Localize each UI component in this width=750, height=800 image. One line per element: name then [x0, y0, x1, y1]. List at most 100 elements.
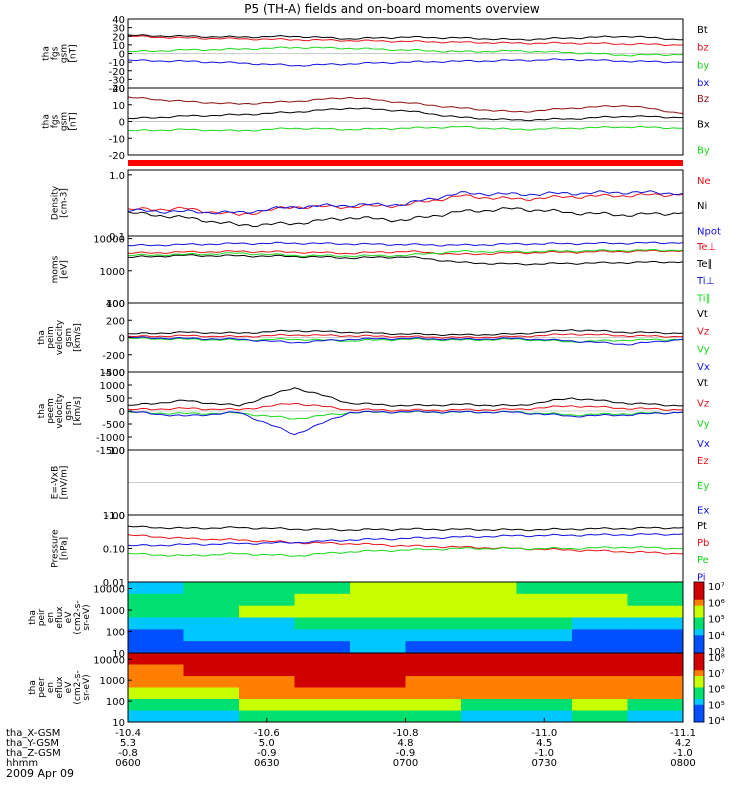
heat-cell: [128, 687, 184, 700]
heat-cell: [350, 582, 406, 595]
colorbar-cell: [694, 664, 704, 671]
series-Vx: [127, 336, 684, 346]
x-tick-label: 0800: [670, 758, 695, 769]
y-axis-label: gsm: [60, 44, 70, 63]
series-Vz: [127, 333, 684, 339]
y-tick-label: 10000: [93, 655, 125, 666]
panel-frame: [127, 169, 684, 237]
heat-cell: [405, 582, 462, 595]
heat-cell: [627, 687, 684, 700]
heat-cell: [350, 687, 406, 700]
y-tick-label: 1000: [100, 381, 125, 392]
panel-peem-v: 1500 1000 500 0 -500 -1000 -1500 tha peem velocit…: [37, 368, 710, 457]
y-tick-label: 10: [112, 718, 125, 729]
heat-cell: [239, 641, 295, 654]
y-axis-label: [nT]: [69, 44, 79, 62]
heat-cell: [516, 641, 573, 654]
colorbar-cell: [694, 699, 704, 706]
legend-bx: bx: [697, 78, 709, 89]
legend-Ni: Ni: [697, 201, 707, 212]
heat-cell: [516, 699, 573, 711]
y-axis-label: eflux: [55, 606, 65, 629]
y-tick-label: -20: [109, 151, 125, 162]
panel-peim-v: 400 200 0 -200 -400 tha peim velocity gsm [km/s] V…: [37, 299, 710, 379]
y-axis-label: peer: [37, 677, 47, 698]
heat-cell: [572, 629, 628, 642]
x-tick-label: 4.2: [675, 738, 691, 749]
series-bz: [127, 35, 684, 47]
legend-Vy: Vy: [697, 344, 710, 355]
heat-cell: [239, 593, 295, 607]
x-tick-label: -11.1: [670, 728, 696, 739]
y-tick-label: -40: [109, 84, 125, 95]
series-Pe: [127, 546, 684, 557]
y-axis-label: tha: [42, 114, 52, 129]
heat-cell: [405, 687, 462, 700]
heat-cell: [350, 629, 406, 642]
x-tick-label: 4.5: [536, 738, 552, 749]
y-axis-label: tha: [37, 404, 47, 419]
colorbar-cell: [694, 687, 704, 694]
heat-cell: [294, 699, 351, 711]
heat-cell: [239, 687, 295, 700]
legend-Ti∥: Ti∥: [696, 293, 711, 304]
colorbar-cell: [694, 605, 704, 613]
x-row-label: hhmm: [6, 758, 38, 769]
heat-cell: [516, 687, 573, 700]
heat-cell: [405, 593, 462, 607]
heat-cell: [461, 641, 517, 654]
y-tick-label: 1000: [100, 267, 125, 278]
heat-cell: [183, 699, 240, 711]
heat-cell: [294, 676, 351, 688]
heat-cell: [516, 629, 573, 642]
heat-cell: [183, 593, 240, 607]
heat-cell: [627, 664, 684, 677]
heat-cell: [350, 699, 406, 711]
colorbar-cell: [694, 653, 704, 660]
heat-cell: [350, 617, 406, 630]
y-tick-label: 10: [112, 101, 125, 112]
y-tick-label: -1000: [96, 433, 125, 444]
x-row-label: tha_Y-GSM: [6, 738, 59, 749]
colorbar-label: 10⁶: [708, 598, 725, 609]
legend-Vy: Vy: [697, 419, 710, 430]
y-axis-label: gsm: [64, 328, 74, 347]
heat-cell: [128, 710, 184, 723]
heat-cell: [572, 641, 628, 654]
heat-cell: [572, 605, 628, 618]
heat-cell: [572, 710, 628, 723]
series-Pb: [127, 534, 684, 555]
y-tick-label: -30: [109, 75, 125, 86]
y-axis-label: fgs: [51, 46, 61, 60]
heat-cell: [294, 664, 351, 677]
heat-cell: [516, 582, 573, 595]
colorbar-cell: [694, 658, 704, 665]
y-tick-label: 0: [119, 407, 125, 418]
y-axis-label: eV: [64, 611, 74, 624]
colorbar-label: 10⁴: [708, 631, 725, 642]
y-axis-label: velocity: [55, 393, 65, 429]
legend-Vx: Vx: [697, 439, 710, 450]
legend-by: by: [697, 60, 709, 71]
legend-Te∥: Te∥: [696, 259, 713, 270]
y-axis-label: sr-eV): [82, 674, 92, 700]
series-Te⊥: [127, 249, 684, 256]
heat-cell: [183, 710, 240, 723]
heat-cell: [183, 617, 240, 630]
y-axis-label: [nT]: [69, 112, 79, 130]
legend-Pi: Pi: [697, 572, 706, 583]
panel-density: 1.0 0.1 Density [cm-3] Ne Ni Npot: [51, 169, 721, 243]
series-Npot: [127, 190, 684, 215]
y-axis-label: Pressure: [51, 529, 61, 568]
colorbar-cell: [694, 641, 704, 648]
y-axis-label: E=-VxB: [51, 466, 61, 500]
legend-Pt: Pt: [697, 521, 707, 532]
series-Vt: [127, 329, 684, 337]
heat-cell: [350, 664, 406, 677]
heat-cell: [516, 664, 573, 677]
heat-cell: [183, 582, 240, 595]
heat-cell: [627, 641, 684, 654]
x-tick-label: 0700: [393, 758, 418, 769]
y-axis-label: eflux: [55, 676, 65, 699]
y-axis-label: gsm: [64, 401, 74, 420]
